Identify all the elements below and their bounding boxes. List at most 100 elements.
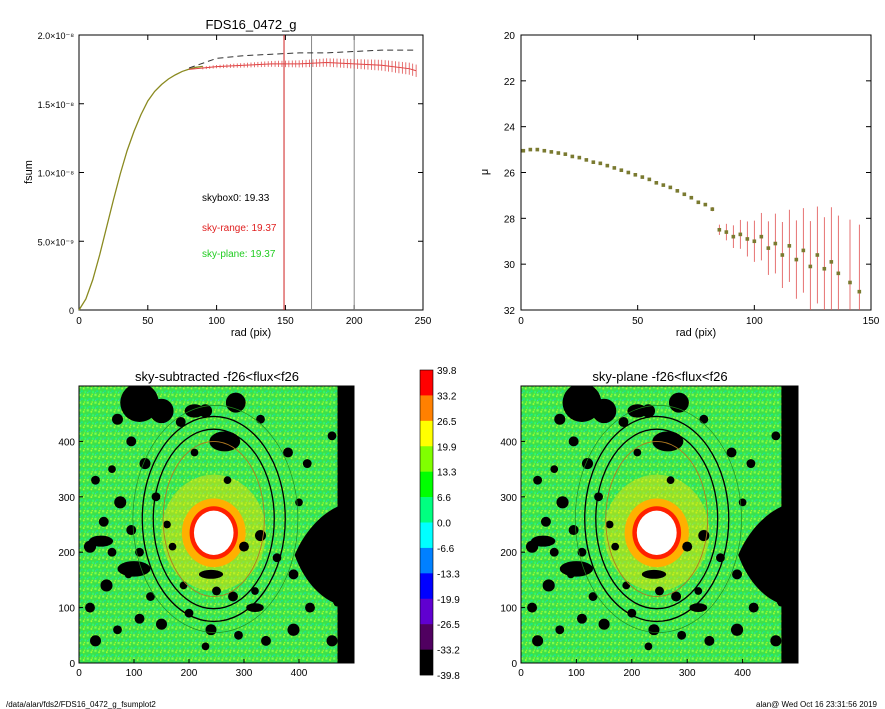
sky-plane-y-ticks: 0 100 200 300 400 xyxy=(500,437,525,670)
mu-point xyxy=(591,160,596,164)
mu-point xyxy=(549,150,554,154)
galaxy-core xyxy=(193,510,234,555)
source-mask xyxy=(335,519,346,530)
source-mask xyxy=(704,635,715,646)
source-mask xyxy=(554,413,566,425)
source-mask xyxy=(562,386,602,423)
source-mask xyxy=(771,431,781,441)
source-mask xyxy=(668,392,689,413)
colorbar-swatch xyxy=(420,573,433,600)
colorbar-label: -19.9 xyxy=(437,595,460,606)
source-mask xyxy=(146,592,155,601)
source-mask xyxy=(198,569,224,579)
x-tick-label: 100 xyxy=(746,316,763,327)
y-tick-label: 1.0×10⁻⁸ xyxy=(38,169,75,179)
mu-point xyxy=(556,151,561,155)
source-mask xyxy=(228,591,238,602)
source-mask xyxy=(179,581,188,590)
mu-point xyxy=(696,200,701,205)
source-mask xyxy=(107,547,117,557)
y-tick-label: 5.0×10⁻⁹ xyxy=(38,237,75,247)
mu-plot-frame xyxy=(520,34,872,311)
colorbar-frame xyxy=(419,369,434,676)
source-mask xyxy=(770,635,782,647)
source-mask xyxy=(644,642,653,651)
source-mask xyxy=(88,535,114,547)
source-mask xyxy=(746,459,756,468)
fsum-plot-frame xyxy=(78,34,424,311)
mu-x-ticks: 0 50 100 150 xyxy=(518,35,880,327)
source-mask xyxy=(622,581,631,590)
source-mask xyxy=(598,618,610,630)
source-mask xyxy=(576,613,587,624)
source-mask xyxy=(588,592,598,601)
sky-plane-title: sky-plane -f26<flux<f26 xyxy=(592,369,727,384)
mu-point xyxy=(675,189,680,193)
source-mask xyxy=(108,465,116,473)
source-mask xyxy=(223,476,232,485)
colorbar-label: -26.5 xyxy=(437,620,460,631)
aperture-ellipse-inner xyxy=(162,440,265,597)
mu-point xyxy=(738,232,743,237)
source-mask xyxy=(726,447,737,458)
colorbar-label: -39.8 xyxy=(437,671,460,682)
source-mask xyxy=(732,569,743,580)
x-tick-label: 100 xyxy=(126,668,143,679)
source-mask xyxy=(568,436,579,447)
mu-point xyxy=(822,266,827,271)
galaxy-core xyxy=(636,510,677,555)
x-tick-label: 150 xyxy=(277,316,294,327)
colorbar-swatch xyxy=(420,395,433,422)
source-mask xyxy=(738,498,747,507)
skybox0-annotation: skybox0: 19.33 xyxy=(202,193,270,204)
source-mask xyxy=(748,602,759,613)
y-tick-label: 100 xyxy=(500,604,517,615)
x-tick-label: 300 xyxy=(679,668,696,679)
sky-plane-annotation: sky-plane: 19.37 xyxy=(202,249,276,260)
x-tick-label: 150 xyxy=(863,316,880,327)
aperture-ellipse-mid xyxy=(595,428,719,610)
mu-point xyxy=(612,166,617,170)
source-mask xyxy=(611,542,620,551)
source-mask xyxy=(699,414,709,424)
x-tick-label: 200 xyxy=(181,668,198,679)
aperture-ellipse-mid xyxy=(152,428,275,610)
mu-point xyxy=(794,257,799,262)
fsum-title: FDS16_0472_g xyxy=(205,17,296,32)
source-mask xyxy=(677,630,687,640)
fsum-x-label: rad (pix) xyxy=(231,327,271,339)
source-mask xyxy=(287,623,300,636)
source-mask xyxy=(190,448,199,457)
source-mask xyxy=(255,530,266,542)
sky-radius-markers xyxy=(283,35,355,310)
source-mask xyxy=(175,417,186,427)
mu-point xyxy=(766,246,771,250)
source-mask xyxy=(114,496,127,509)
source-mask xyxy=(91,475,100,485)
y-tick-label: 200 xyxy=(58,548,75,559)
source-mask xyxy=(682,541,693,552)
x-tick-label: 0 xyxy=(76,316,82,327)
source-mask xyxy=(134,613,145,624)
x-tick-label: 200 xyxy=(623,668,640,679)
mu-point xyxy=(682,192,687,197)
x-tick-label: 0 xyxy=(76,668,82,679)
source-mask xyxy=(201,642,210,651)
colorbar-label: 39.8 xyxy=(437,366,457,377)
source-mask xyxy=(212,586,221,596)
source-mask xyxy=(694,587,703,595)
mu-point xyxy=(661,183,666,187)
x-tick-label: 250 xyxy=(415,316,432,327)
x-tick-label: 0 xyxy=(518,316,524,327)
mu-point xyxy=(808,264,813,269)
source-mask xyxy=(594,492,603,502)
y-tick-label: 0 xyxy=(69,659,75,670)
source-mask xyxy=(671,591,682,602)
source-mask xyxy=(168,542,177,551)
y-tick-label: 400 xyxy=(500,437,517,448)
sky-subtracted-panel: sky-subtracted -f26<flux<f26 0 100 200 300 4… xyxy=(58,369,355,679)
source-mask xyxy=(90,635,101,647)
mu-point xyxy=(836,271,841,276)
source-mask xyxy=(648,624,660,636)
